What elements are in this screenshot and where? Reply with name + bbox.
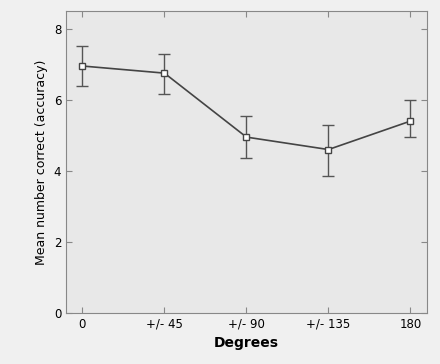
X-axis label: Degrees: Degrees [214, 336, 279, 351]
Y-axis label: Mean number correct (accuracy): Mean number correct (accuracy) [35, 59, 48, 265]
